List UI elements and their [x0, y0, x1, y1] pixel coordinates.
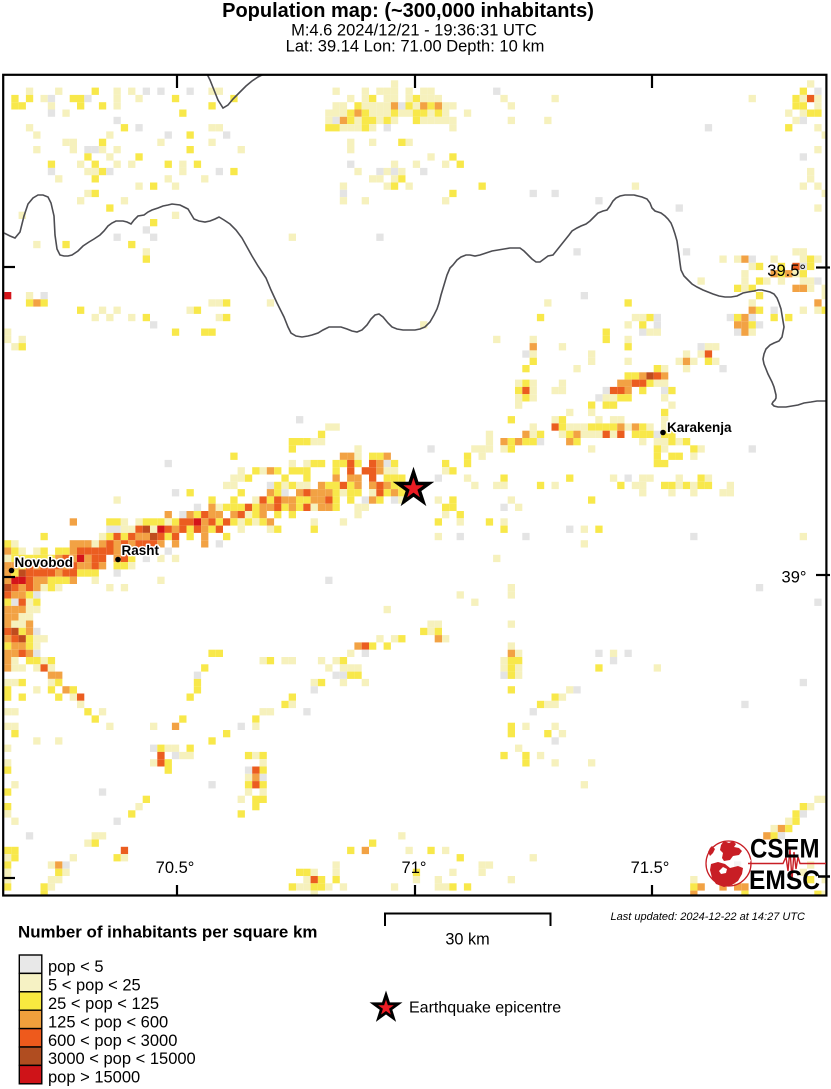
svg-text:30 km: 30 km — [445, 931, 489, 949]
svg-text:70.5°: 70.5° — [156, 859, 195, 877]
svg-text:25 < pop < 125: 25 < pop < 125 — [48, 995, 159, 1013]
svg-text:5 < pop < 25: 5 < pop < 25 — [48, 977, 141, 995]
svg-text:125 < pop < 600: 125 < pop < 600 — [48, 1013, 168, 1031]
svg-text:39°: 39° — [782, 569, 807, 587]
svg-text:Last updated: 2024-12-22 at 14: Last updated: 2024-12-22 at 14:27 UTC — [611, 911, 806, 923]
svg-text:EMSC: EMSC — [749, 865, 820, 895]
svg-text:71°: 71° — [402, 859, 427, 877]
svg-text:71.5°: 71.5° — [631, 859, 670, 877]
svg-text:pop < 5: pop < 5 — [48, 958, 104, 976]
svg-text:39.5°: 39.5° — [767, 262, 806, 280]
svg-text:Population map: (~300,000 inha: Population map: (~300,000 inhabitants) — [222, 0, 594, 22]
svg-text:600 < pop < 3000: 600 < pop < 3000 — [48, 1032, 177, 1050]
svg-text:3000 < pop < 15000: 3000 < pop < 15000 — [48, 1050, 196, 1068]
svg-text:Novobod: Novobod — [15, 555, 74, 570]
svg-text:CSEM: CSEM — [750, 834, 820, 864]
svg-text:Earthquake epicentre: Earthquake epicentre — [409, 1000, 561, 1017]
svg-text:Karakenja: Karakenja — [667, 420, 732, 435]
svg-text:Rasht: Rasht — [122, 543, 160, 558]
svg-text:Lat: 39.14 Lon: 71.00 Depth: 1: Lat: 39.14 Lon: 71.00 Depth: 10 km — [286, 38, 545, 56]
svg-text:M:4.6 2024/12/21 - 19:36:31 UT: M:4.6 2024/12/21 - 19:36:31 UTC — [291, 22, 537, 40]
svg-text:pop > 15000: pop > 15000 — [48, 1069, 140, 1087]
svg-text:Number of inhabitants per squa: Number of inhabitants per square km — [18, 923, 317, 942]
